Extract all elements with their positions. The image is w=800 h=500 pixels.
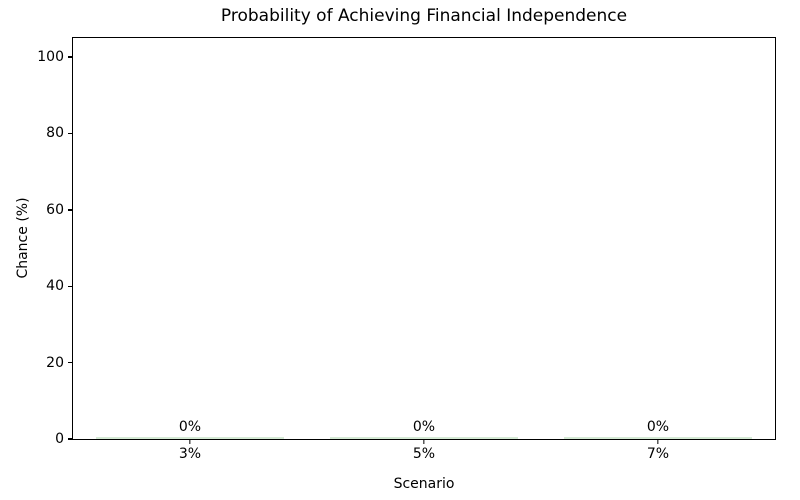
bar-value-label: 0%: [412, 419, 436, 435]
y-tick-mark: [67, 132, 73, 135]
y-tick-mark: [67, 438, 73, 440]
bar: [330, 437, 518, 439]
x-axis-label: Scenario: [393, 476, 455, 492]
x-tick-label: 5%: [412, 446, 436, 462]
y-tick-label: 20: [46, 354, 64, 371]
x-tick-label: 3%: [178, 446, 202, 462]
x-tick-label: 7%: [646, 446, 670, 462]
y-axis-label: Chance (%): [15, 197, 31, 279]
y-tick-label: 0: [55, 431, 64, 447]
x-tick-mark: [189, 439, 191, 444]
plot-area: 0 20 40 60 80 100 0% 3% 0% 5% 0% 7%: [37, 37, 776, 461]
y-tick-mark: [67, 56, 73, 58]
x-tick-mark: [423, 439, 425, 444]
y-tick-label: 100: [37, 49, 64, 66]
bar-value-label: 0%: [646, 419, 670, 435]
bar-value-label: 0%: [178, 419, 202, 435]
y-tick-mark: [67, 209, 73, 211]
y-tick-mark: [67, 361, 73, 364]
y-tick-label: 80: [46, 125, 64, 142]
y-tick-mark: [67, 285, 73, 287]
y-tick-label: 40: [46, 278, 64, 295]
bar: [564, 437, 752, 439]
bar: [96, 437, 284, 439]
chart-title: Probability of Achieving Financial Indep…: [220, 6, 628, 26]
x-tick-mark: [657, 439, 659, 444]
y-tick-label: 60: [46, 201, 64, 218]
